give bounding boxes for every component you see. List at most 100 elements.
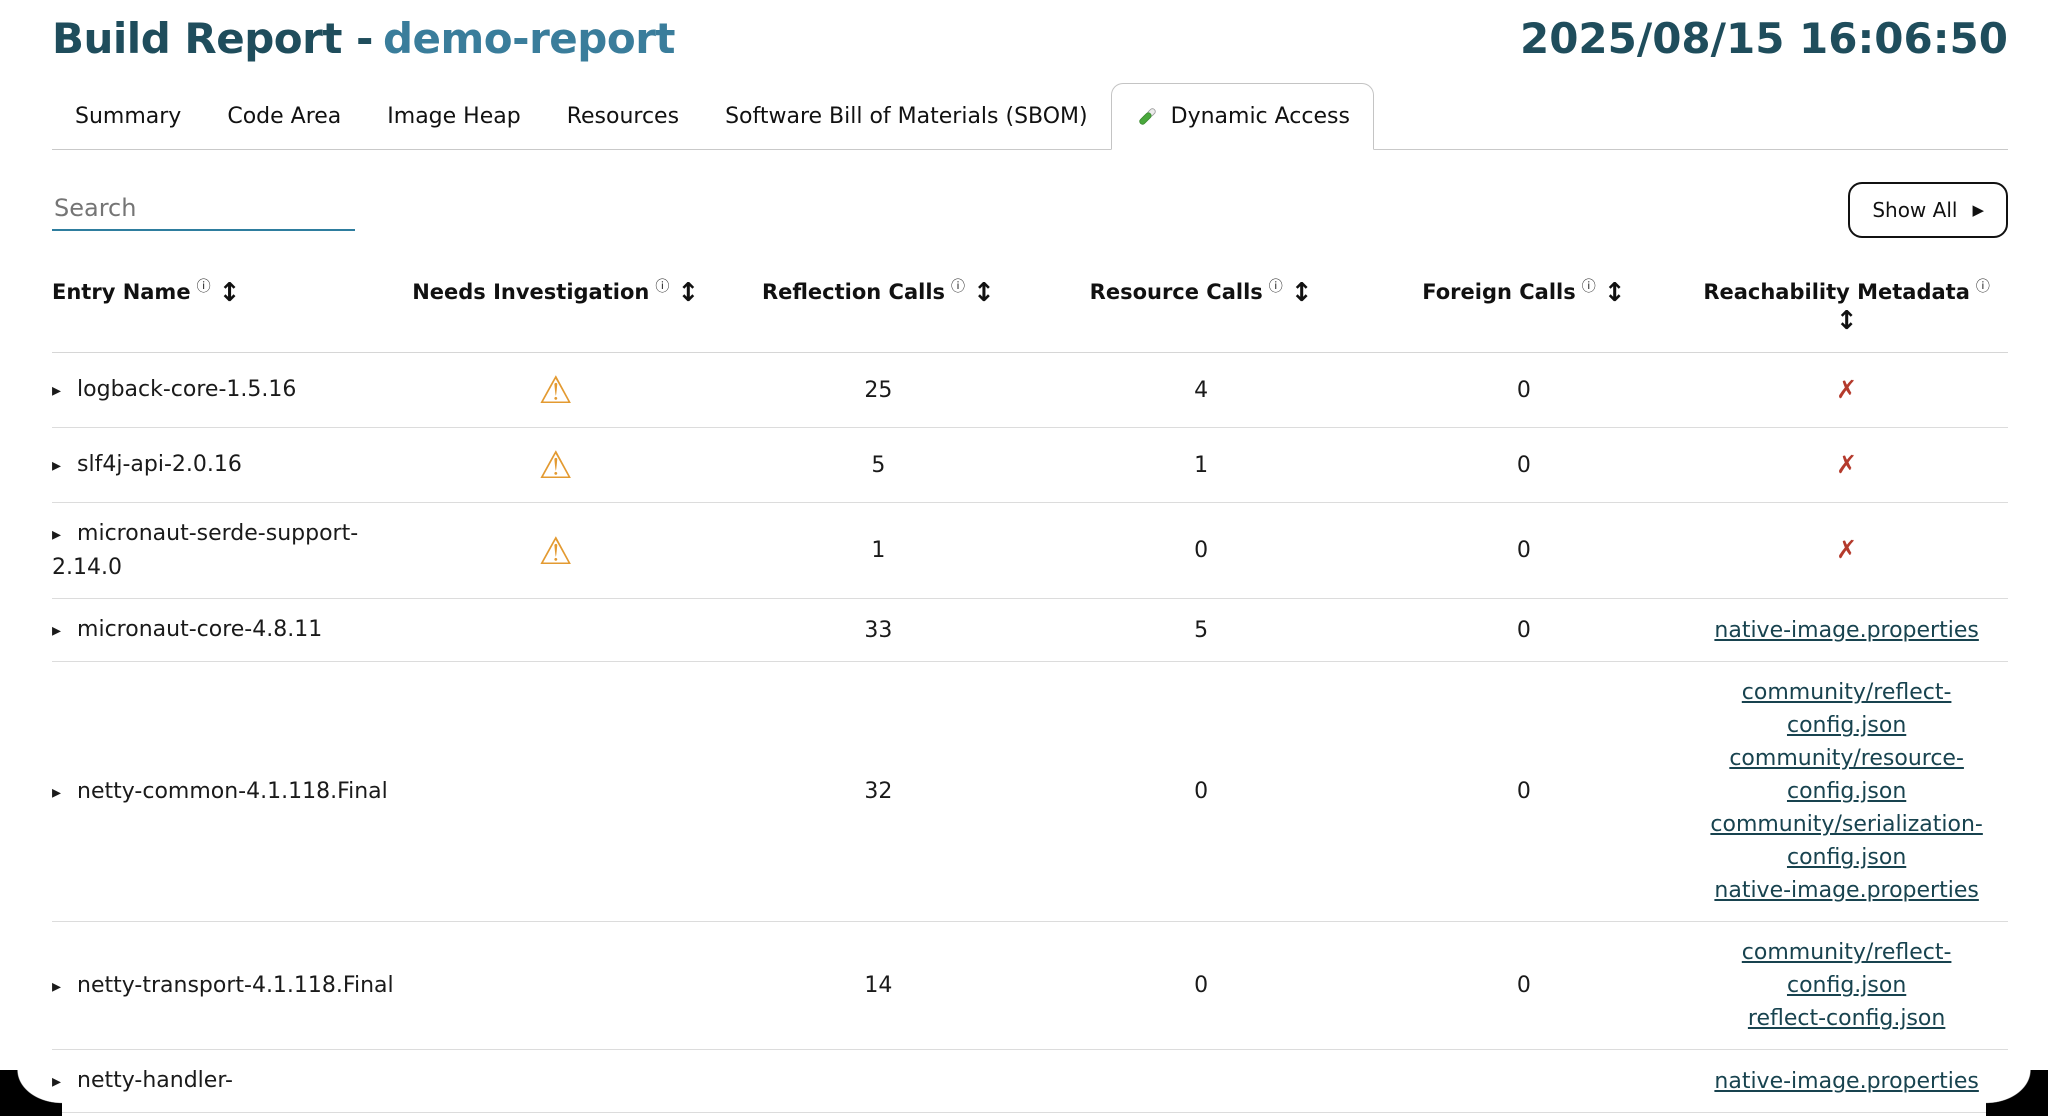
- metadata-link[interactable]: native-image.properties: [1714, 1068, 1979, 1094]
- page-title-text: Build Report -: [52, 14, 373, 63]
- table-header-row: Entry Name ⓘ ↕ Needs Investigation ⓘ ↕ Reflect…: [52, 266, 2008, 353]
- sort-icon[interactable]: ↕: [1603, 278, 1626, 308]
- warning-icon: ⚠: [538, 528, 573, 573]
- tab-code-area[interactable]: Code Area: [204, 83, 364, 149]
- expander-icon[interactable]: ▸: [52, 620, 62, 641]
- column-header-entry-name[interactable]: Entry Name ⓘ ↕: [52, 266, 395, 353]
- warning-icon: ⚠: [538, 443, 573, 487]
- page-title: Build Report - demo-report: [52, 14, 676, 63]
- column-header-resource-calls[interactable]: Resource Calls ⓘ ↕: [1039, 266, 1363, 353]
- show-all-button[interactable]: Show All ▶: [1848, 182, 2008, 238]
- reachability-metadata-cell: ✗: [1685, 427, 2008, 503]
- reachability-metadata-cell: native-image.properties: [1685, 598, 2008, 662]
- entry-name: netty-common-4.1.118.Final: [77, 778, 388, 804]
- info-icon[interactable]: ⓘ: [1975, 279, 1990, 295]
- foreign-calls-cell: 0: [1362, 427, 1686, 503]
- expander-icon[interactable]: ▸: [52, 975, 62, 997]
- report-header: Build Report - demo-report 2025/08/15 16:…: [52, 14, 2008, 63]
- entry-name-cell: ▸ micronaut-serde-support-2.14.0: [52, 502, 395, 599]
- expander-icon[interactable]: ▸: [52, 380, 62, 401]
- search-input[interactable]: [52, 189, 355, 231]
- info-icon[interactable]: ⓘ: [196, 279, 211, 295]
- info-icon[interactable]: ⓘ: [951, 279, 966, 295]
- reflection-calls-cell: [717, 1049, 1040, 1113]
- needs-investigation-cell: [394, 598, 718, 662]
- expander-icon[interactable]: ▸: [52, 1071, 62, 1092]
- sort-icon[interactable]: ↕: [677, 278, 700, 308]
- tab-dynamic-access[interactable]: Dynamic Access: [1110, 83, 1374, 150]
- tab-label: Code Area: [227, 103, 342, 129]
- resource-calls-cell: 1: [1039, 427, 1363, 503]
- reachability-metadata-cell: community/reflect-config.json community/r…: [1685, 661, 2008, 922]
- metadata-link[interactable]: community/reflect-config.json: [1741, 940, 1952, 998]
- metadata-link[interactable]: community/reflect-config.json: [1741, 680, 1952, 738]
- tab-image-heap[interactable]: Image Heap: [364, 83, 543, 149]
- entry-name-cell: ▸ netty-transport-4.1.118.Final: [52, 921, 395, 1050]
- info-icon[interactable]: ⓘ: [1268, 279, 1283, 295]
- metadata-link[interactable]: native-image.properties: [1714, 878, 1979, 903]
- dynamic-access-table: Entry Name ⓘ ↕ Needs Investigation ⓘ ↕ Reflect…: [52, 266, 2008, 1113]
- column-label: Entry Name: [52, 280, 191, 304]
- entry-name-cell: ▸ netty-common-4.1.118.Final: [52, 661, 395, 922]
- expander-icon[interactable]: ▸: [52, 781, 62, 803]
- column-header-needs-investigation[interactable]: Needs Investigation ⓘ ↕: [394, 266, 718, 353]
- info-icon[interactable]: ⓘ: [1581, 279, 1596, 295]
- entry-name: netty-transport-4.1.118.Final: [77, 972, 394, 998]
- entry-name: netty-handler-: [77, 1068, 233, 1093]
- sort-icon[interactable]: ↕: [973, 278, 995, 308]
- sort-icon[interactable]: ↕: [1290, 278, 1313, 308]
- resource-calls-cell: 0: [1039, 502, 1363, 599]
- sort-icon[interactable]: ↕: [1835, 306, 1858, 336]
- show-all-label: Show All: [1872, 198, 1958, 222]
- tab-summary[interactable]: Summary: [52, 83, 204, 149]
- reachability-metadata-cell: community/reflect-config.json reflect-con…: [1685, 921, 2008, 1050]
- table-body: ▸ logback-core-1.5.16 ⚠ 25 4 0 ✗ ▸ slf4j-api-2.0…: [52, 352, 2008, 1113]
- entry-name-cell: ▸ slf4j-api-2.0.16: [52, 427, 395, 503]
- entry-name: logback-core-1.5.16: [77, 377, 297, 402]
- tab-resources[interactable]: Resources: [544, 83, 702, 149]
- needs-investigation-cell: ⚠: [394, 502, 718, 599]
- reflection-calls-cell: 5: [717, 427, 1040, 503]
- resource-calls-cell: 0: [1039, 921, 1363, 1050]
- metadata-link[interactable]: community/resource-config.json: [1729, 746, 1964, 804]
- report-name: demo-report: [382, 14, 676, 63]
- column-header-reachability-metadata[interactable]: Reachability Metadata ⓘ ↕: [1685, 266, 2008, 353]
- entry-name: micronaut-core-4.8.11: [77, 617, 323, 642]
- column-label: Needs Investigation: [412, 280, 650, 304]
- foreign-calls-cell: 0: [1362, 598, 1686, 662]
- reachability-metadata-cell: ✗: [1685, 502, 2008, 599]
- metadata-link[interactable]: reflect-config.json: [1747, 1006, 1946, 1031]
- resource-calls-cell: 0: [1039, 661, 1363, 922]
- table-row: ▸ micronaut-serde-support-2.14.0 ⚠ 1 0 0 ✗: [52, 502, 2008, 599]
- missing-metadata-icon: ✗: [1836, 449, 1858, 479]
- needs-investigation-cell: [394, 1049, 718, 1113]
- resource-calls-cell: [1039, 1049, 1363, 1113]
- table-row: ▸ netty-common-4.1.118.Final 32 0 0 community…: [52, 661, 2008, 922]
- needs-investigation-cell: [394, 661, 718, 922]
- toolbar: Show All ▶: [52, 182, 2008, 238]
- entry-name: slf4j-api-2.0.16: [77, 452, 242, 477]
- missing-metadata-icon: ✗: [1836, 374, 1858, 404]
- tab-label: Resources: [566, 103, 680, 129]
- entry-name-cell: ▸ netty-handler-: [52, 1049, 395, 1113]
- column-label: Reachability Metadata: [1703, 280, 1970, 304]
- expander-icon[interactable]: ▸: [52, 524, 62, 545]
- foreign-calls-cell: 0: [1362, 921, 1686, 1050]
- reflection-calls-cell: 1: [717, 502, 1040, 599]
- tab-bar: Summary Code Area Image Heap Resources Softw…: [52, 83, 2008, 150]
- metadata-link[interactable]: native-image.properties: [1714, 617, 1979, 643]
- table-row: ▸ micronaut-core-4.8.11 33 5 0 native-image.p…: [52, 598, 2008, 662]
- expander-icon[interactable]: ▸: [52, 455, 62, 476]
- column-header-reflection-calls[interactable]: Reflection Calls ⓘ ↕: [717, 266, 1040, 353]
- foreign-calls-cell: [1362, 1049, 1686, 1113]
- column-label: Resource Calls: [1089, 280, 1263, 304]
- info-icon[interactable]: ⓘ: [655, 279, 670, 295]
- metadata-link[interactable]: community/serialization-config.json: [1710, 812, 1983, 870]
- missing-metadata-icon: ✗: [1836, 535, 1858, 564]
- tab-sbom[interactable]: Software Bill of Materials (SBOM): [702, 83, 1111, 149]
- foreign-calls-cell: 0: [1362, 502, 1686, 599]
- column-header-foreign-calls[interactable]: Foreign Calls ⓘ ↕: [1362, 266, 1686, 353]
- sort-icon[interactable]: ↕: [218, 278, 241, 308]
- table-row: ▸ slf4j-api-2.0.16 ⚠ 5 1 0 ✗: [52, 427, 2008, 503]
